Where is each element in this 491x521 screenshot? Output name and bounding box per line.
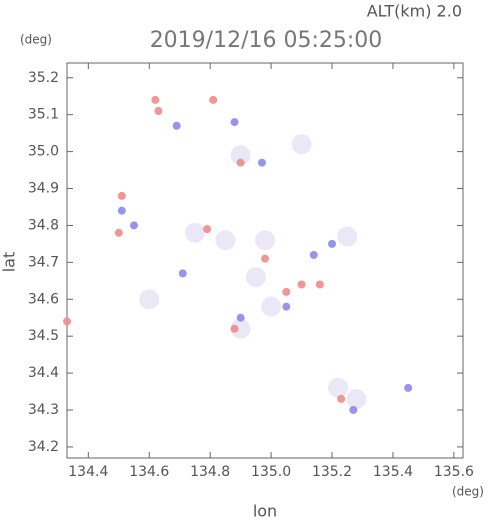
echo-point [236,313,245,322]
echo-point [255,230,275,251]
echo-point [114,228,123,237]
x-unit: (deg) [452,485,484,499]
echo-point [236,158,245,167]
echo-point [117,206,126,215]
echo-point [328,239,337,248]
echo-point [139,289,160,310]
echo-point [315,280,324,289]
echo-point [261,296,282,317]
echo-point [337,394,346,403]
x-tick-label: 134.6 [129,464,169,480]
echo-point [117,191,126,200]
echo-point [203,225,212,234]
echo-point [230,318,251,339]
echo-point [337,226,358,247]
x-tick-label: 135.2 [312,464,352,480]
echo-point [209,95,218,104]
x-tick-label: 135.0 [251,464,291,480]
echo-point [404,383,413,392]
y-tick-label: 34.4 [28,365,59,381]
echo-point [172,121,181,130]
echo-point [245,267,266,288]
echo-point [230,145,251,166]
echo-point [230,118,239,127]
chart-title: 2019/12/16 05:25:00 [150,28,383,53]
echo-point [282,287,291,296]
echo-point [184,222,205,243]
y-tick-label: 34.5 [28,328,59,344]
echo-point [130,221,139,230]
echo-point [328,377,349,398]
y-tick-label: 35.1 [28,107,59,123]
y-tick-label: 35.0 [28,144,59,160]
y-tick-label: 34.9 [28,181,59,197]
y-tick-label: 34.6 [28,291,59,307]
echo-point [291,134,312,155]
plot-frame [66,62,464,459]
echo-point [230,324,239,333]
echo-point [261,254,269,263]
echo-point [309,250,318,259]
y-tick-label: 34.2 [28,439,59,455]
y-tick-label: 34.7 [28,254,59,270]
y-tick-label: 34.8 [28,217,59,233]
echo-point [346,388,367,409]
y-unit: (deg) [20,33,52,47]
y-tick-label: 35.2 [28,70,59,86]
echo-point [257,158,266,167]
echo-point [63,317,71,326]
x-tick-label: 134.8 [190,464,230,480]
echo-point [154,106,163,115]
echo-point [297,280,306,289]
x-axis-label: lon [253,502,277,521]
echo-point [282,302,291,311]
x-tick-label: 135.6 [434,464,474,480]
y-axis-label: lat [0,252,19,273]
x-tick-label: 135.4 [373,464,413,480]
altitude-label: ALT(km) 2.0 [367,2,462,21]
echo-point [349,406,358,415]
echo-point [178,269,187,278]
echo-point [215,230,236,251]
echo-point [151,95,160,104]
x-tick-label: 134.4 [68,464,108,480]
y-tick-label: 34.3 [28,402,59,418]
